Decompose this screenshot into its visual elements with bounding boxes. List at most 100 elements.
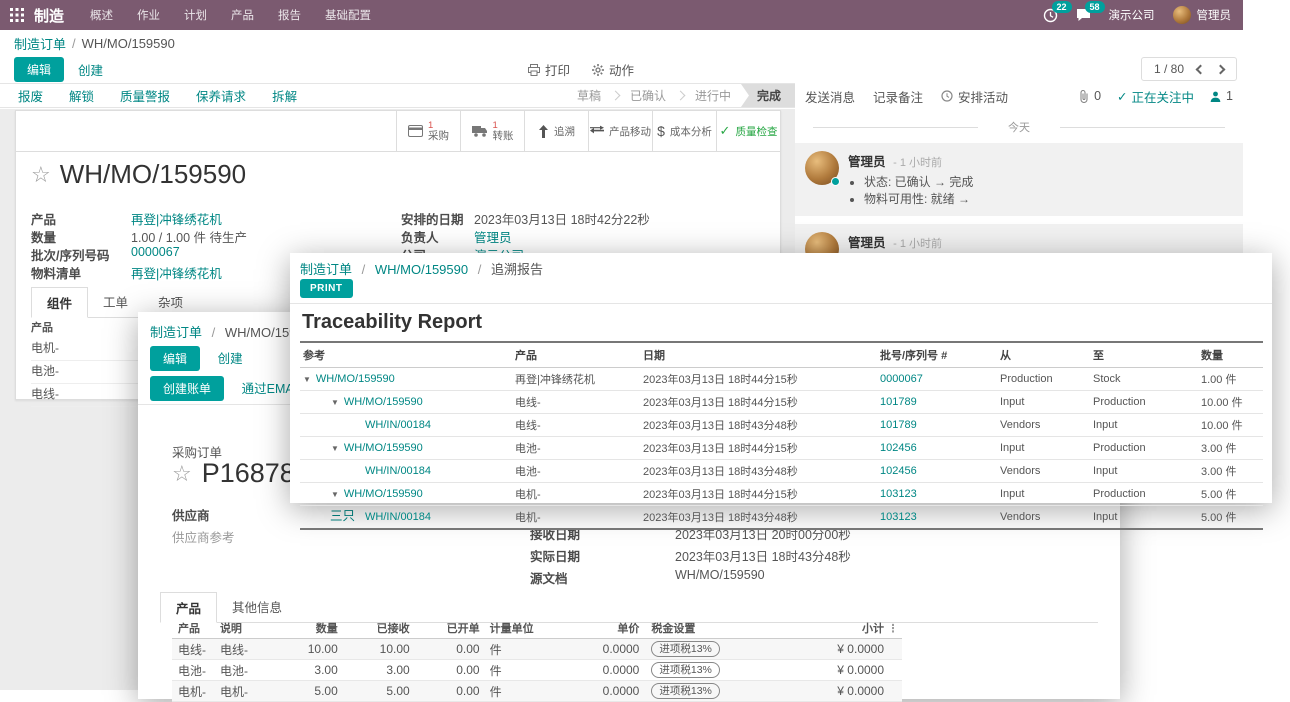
create-button[interactable]: 创建	[78, 60, 103, 79]
field-value-lot[interactable]: 0000067	[131, 245, 180, 259]
field-label-bom: 物料清单	[31, 267, 82, 281]
smart-button-transfers[interactable]: 1 转账	[460, 111, 524, 151]
po-edit-button[interactable]: 编辑	[150, 346, 201, 371]
state-done[interactable]: 完成	[740, 84, 795, 107]
message-avatar[interactable]	[805, 151, 840, 186]
trace-row[interactable]: ▼ WH/MO/159590 电机- 2023年03月13日 18时44分15秒 1…	[300, 482, 1263, 506]
field-value-product[interactable]: 再登|冲锋绣花机	[131, 213, 222, 227]
app-title[interactable]: 制造	[34, 7, 65, 25]
activity-clock-icon[interactable]: 22	[1043, 0, 1072, 23]
trace-row[interactable]: WH/IN/00184 电线- 2023年03月13日 18时43分48秒 101…	[300, 413, 1263, 437]
smart-button-product-moves[interactable]: 产品移动	[588, 111, 652, 151]
po-favorite-star-icon[interactable]: ☆	[172, 460, 192, 486]
tax-badge: 进项税13%	[651, 662, 720, 678]
state-separator	[675, 90, 686, 101]
po-line-row[interactable]: 电机- 电机- 5.00 5.00 0.00 件 0.0000 进项税13% ¥…	[172, 681, 902, 702]
caret-down-icon[interactable]: ▼	[303, 375, 311, 384]
menu-products[interactable]: 产品	[231, 10, 255, 22]
send-message-button[interactable]: 发送消息	[805, 90, 856, 105]
attachments-button[interactable]: 0	[1079, 89, 1101, 103]
activity-count-badge: 22	[1051, 0, 1072, 13]
field-label-quantity: 数量	[31, 231, 57, 245]
trace-row[interactable]: WH/IN/00184 电机- 2023年03月13日 18时43分48秒 103…	[300, 505, 1263, 530]
breadcrumb: 制造订单 / WH/MO/159590	[0, 30, 1243, 56]
menu-overview[interactable]: 概述	[90, 10, 114, 22]
optional-columns-icon[interactable]: ⋮	[887, 622, 899, 635]
breadcrumb-mo-list[interactable]: 制造订单	[14, 36, 67, 52]
menu-operations[interactable]: 作业	[137, 10, 161, 22]
caret-down-icon[interactable]: ▼	[331, 398, 339, 407]
trace-print-button[interactable]: PRINT	[300, 279, 353, 298]
trace-row[interactable]: ▼ WH/MO/159590 电线- 2023年03月13日 18时44分15秒 1…	[300, 390, 1263, 414]
smart-button-quality-checks[interactable]: ✓ 质量检查	[716, 111, 780, 151]
message-author[interactable]: 管理员	[848, 155, 886, 169]
po-create-button[interactable]: 创建	[218, 348, 243, 367]
po-receipt-date-value: 2023年03月13日 20时00分00秒	[675, 528, 851, 542]
button-box-divider	[16, 151, 780, 152]
mo-title-row: ☆ WH/MO/159590	[31, 159, 246, 190]
po-tab-products[interactable]: 产品	[160, 592, 218, 623]
clock-icon	[941, 90, 953, 102]
smart-button-cost-analysis[interactable]: $ 成本分析	[652, 111, 716, 151]
po-tab-other-info[interactable]: 其他信息	[232, 601, 283, 615]
action-menu[interactable]: 动作	[592, 60, 634, 79]
unlock-button[interactable]: 解锁	[69, 86, 94, 105]
user-menu[interactable]: 管理员	[1172, 6, 1231, 24]
unbuild-button[interactable]: 拆解	[272, 86, 297, 105]
pager-next-icon[interactable]	[1215, 64, 1226, 74]
tab-miscellaneous[interactable]: 杂项	[158, 296, 184, 310]
scrap-button[interactable]: 报废	[18, 86, 43, 105]
po-breadcrumb-mo-list[interactable]: 制造订单	[150, 325, 203, 340]
menu-configuration[interactable]: 基础配置	[325, 10, 372, 22]
quality-alert-button[interactable]: 质量警报	[120, 86, 170, 105]
smart-button-traceability[interactable]: 追溯	[524, 111, 588, 151]
print-menu[interactable]: 打印	[528, 60, 570, 79]
trace-breadcrumb-mo[interactable]: WH/MO/159590	[374, 262, 469, 277]
trace-breadcrumb-mo-list[interactable]: 制造订单	[300, 262, 353, 277]
apps-grid-icon[interactable]	[0, 8, 34, 22]
state-confirmed[interactable]: 已确认	[629, 89, 666, 103]
field-label-lot: 批次/序列号码	[31, 249, 110, 263]
following-toggle[interactable]: ✓ 正在关注中	[1117, 89, 1195, 105]
field-value-bom[interactable]: 再登|冲锋绣花机	[131, 267, 222, 281]
breadcrumb-current: WH/MO/159590	[81, 35, 175, 51]
pager-prev-icon[interactable]	[1195, 64, 1206, 74]
trace-table: 参考 产品 日期 批号/序列号 # 从至 数量 ▼ WH/MO/159590 再登|冲…	[300, 341, 1263, 530]
trace-row[interactable]: WH/IN/00184 电池- 2023年03月13日 18时43分48秒 102…	[300, 459, 1263, 483]
po-line-row[interactable]: 电线- 电线- 10.00 10.00 0.00 件 0.0000 进项税13%…	[172, 639, 902, 660]
messages-bubble-icon[interactable]: 58	[1076, 1, 1105, 22]
maintenance-request-button[interactable]: 保养请求	[196, 86, 246, 105]
state-draft[interactable]: 草稿	[576, 89, 601, 103]
trace-breadcrumb: 制造订单 / WH/MO/159590 / 追溯报告	[300, 262, 543, 277]
chatter-tools: 0 ✓ 正在关注中 1	[1079, 87, 1233, 106]
po-lines-table: 产品 说明 数量 已接收 已开单 计量单位 单价 税金设置 小计 ⋮ 电线- 电…	[172, 618, 902, 702]
check-icon: ✓	[719, 123, 731, 138]
follower-person-icon	[1210, 91, 1221, 102]
tab-components[interactable]: 组件	[31, 287, 89, 318]
caret-down-icon[interactable]: ▼	[331, 490, 339, 499]
smart-button-purchases[interactable]: 1 采购	[396, 111, 460, 151]
followers-button[interactable]: 1	[1210, 89, 1233, 103]
online-dot	[831, 177, 840, 186]
state-in-progress[interactable]: 进行中	[694, 89, 731, 103]
company-switcher[interactable]: 演示公司	[1108, 10, 1155, 22]
field-value-responsible[interactable]: 管理员	[474, 231, 512, 245]
menu-reporting[interactable]: 报告	[278, 10, 302, 22]
menu-planning[interactable]: 计划	[184, 10, 208, 22]
trace-row[interactable]: ▼ WH/MO/159590 电池- 2023年03月13日 18时44分15秒 1…	[300, 436, 1263, 460]
favorite-star-icon[interactable]: ☆	[31, 161, 51, 187]
message-author[interactable]: 管理员	[848, 236, 886, 250]
chatter-header: 发送消息 记录备注 安排活动 0 ✓ 正在关注中 1	[795, 83, 1243, 109]
components-col-header: 产品	[31, 322, 53, 334]
edit-button[interactable]: 编辑	[14, 57, 65, 82]
create-bill-button[interactable]: 创建账单	[150, 376, 225, 401]
caret-down-icon[interactable]: ▼	[331, 444, 339, 453]
tab-work-orders[interactable]: 工单	[103, 296, 129, 310]
po-buttons-row: 编辑 创建	[150, 346, 243, 371]
schedule-activity-button[interactable]: 安排活动	[941, 87, 1008, 106]
log-note-button[interactable]: 记录备注	[873, 90, 924, 105]
arrow-up-icon	[539, 124, 548, 138]
mo-statusbar: 报废 解锁 质量警报 保养请求 拆解 草稿 已确认 进行中 完成	[0, 83, 795, 108]
trace-row[interactable]: ▼ WH/MO/159590 再登|冲锋绣花机 2023年03月13日 18时44分…	[300, 367, 1263, 391]
po-line-row[interactable]: 电池- 电池- 3.00 3.00 0.00 件 0.0000 进项税13% ¥…	[172, 660, 902, 681]
